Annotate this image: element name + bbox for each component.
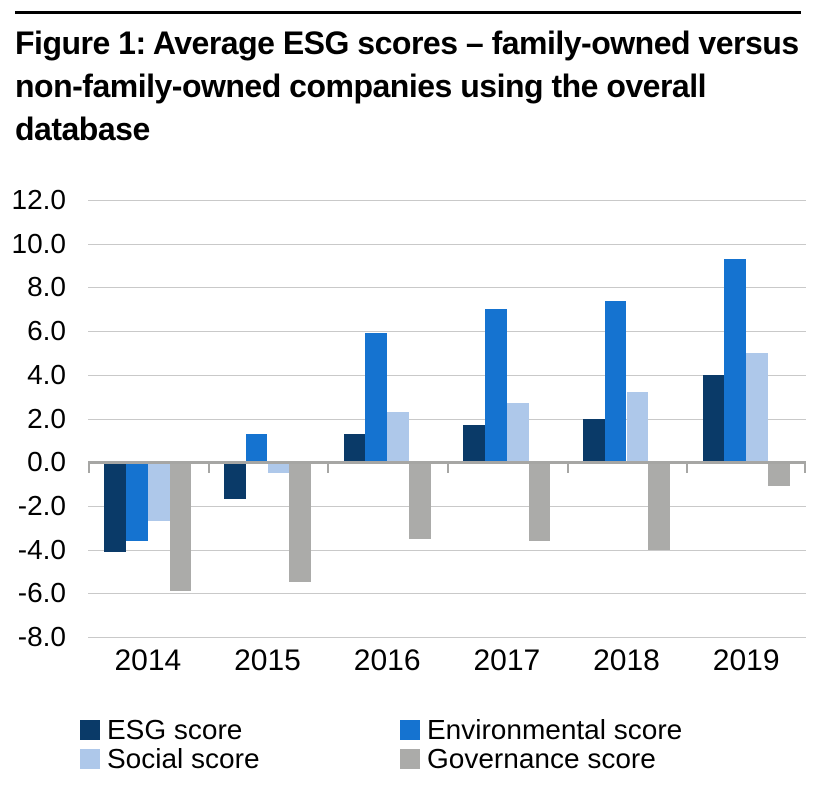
gridline--6 <box>88 593 806 595</box>
x-axis-label-2017: 2017 <box>473 644 541 677</box>
gridline--8 <box>88 637 806 638</box>
bar-governance-score-2014 <box>169 462 192 592</box>
legend-item-governance-score: Governance score <box>400 743 656 775</box>
gridline-2 <box>88 418 806 420</box>
y-axis-tick-label-6: 6.0 <box>27 315 66 347</box>
bar-esg-score-2017 <box>463 425 486 463</box>
x-axis-label-2015: 2015 <box>234 644 301 677</box>
y-axis-tick-label-10: 10.0 <box>11 227 67 259</box>
top-rule-divider <box>15 11 801 14</box>
x-axis-tick-0 <box>88 464 90 474</box>
bar-environmental-score-2019 <box>724 258 747 463</box>
y-axis-tick-label-8: 8.0 <box>27 271 66 303</box>
x-axis-label-2018: 2018 <box>593 644 660 677</box>
bar-governance-score-2019 <box>767 462 790 487</box>
bar-chart-plot-area: 2014 2015 2016 2017 2018 2019 <box>88 200 806 677</box>
gridline-8 <box>88 287 806 289</box>
bar-social-score-2014 <box>147 462 170 522</box>
bar-social-score-2016 <box>387 411 409 463</box>
bar-governance-score-2016 <box>408 462 431 539</box>
x-axis-tick-1 <box>207 464 210 474</box>
legend-label-environmental-score: Environmental score <box>427 714 683 745</box>
y-axis-tick-label-0: 0.0 <box>27 446 66 478</box>
gridline-4 <box>88 374 806 376</box>
bar-environmental-score-2015 <box>245 433 268 463</box>
bar-social-score-2018 <box>626 392 649 463</box>
x-axis-tick-6 <box>804 464 806 474</box>
gridline-12 <box>88 200 806 201</box>
gridline--2 <box>88 505 806 507</box>
bar-esg-score-2018 <box>583 418 605 463</box>
gridline-10 <box>88 243 806 245</box>
bar-social-score-2017 <box>506 403 529 463</box>
x-axis-label-2019: 2019 <box>712 644 780 677</box>
legend-item-social-score: Social score <box>80 743 260 775</box>
legend-swatch-environmental-score <box>400 720 420 740</box>
x-axis-tick-2 <box>327 464 330 474</box>
bar-social-score-2015 <box>267 462 290 474</box>
x-axis-label-2014: 2014 <box>114 644 182 677</box>
bar-governance-score-2017 <box>528 462 551 541</box>
gridline-6 <box>88 331 806 333</box>
legend-swatch-social-score <box>80 749 100 769</box>
bar-esg-score-2014 <box>104 462 127 552</box>
bar-governance-score-2015 <box>289 462 311 583</box>
bar-esg-score-2015 <box>224 462 246 500</box>
x-axis-tick-5 <box>686 464 689 474</box>
y-axis-tick-label-4: 4.0 <box>27 358 66 390</box>
legend-swatch-esg-score <box>80 720 100 740</box>
y-axis-tick-label--8: -8.0 <box>17 621 66 652</box>
gridline--4 <box>88 549 806 551</box>
x-axis-tick-4 <box>566 464 569 474</box>
y-axis-tick-label-12: 12.0 <box>11 184 67 215</box>
bar-environmental-score-2016 <box>365 333 388 463</box>
zero-axis-line <box>88 461 806 465</box>
legend-item-environmental-score: Environmental score <box>400 714 682 746</box>
y-axis-tick-label-2: 2.0 <box>27 402 66 434</box>
y-axis-tick-label--2: -2.0 <box>17 489 66 521</box>
x-axis-label-2016: 2016 <box>353 644 421 677</box>
legend-swatch-governance-score <box>400 749 420 769</box>
bar-esg-score-2016 <box>343 433 366 463</box>
legend-label-governance-score: Governance score <box>427 743 656 774</box>
legend-label-esg-score: ESG score <box>107 714 243 745</box>
legend-label-social-score: Social score <box>107 743 260 774</box>
figure-title: Figure 1: Average ESG scores – family-ow… <box>15 25 799 147</box>
bar-environmental-score-2018 <box>604 300 627 463</box>
bar-social-score-2019 <box>746 352 768 463</box>
y-axis-tick-label--6: -6.0 <box>17 577 66 609</box>
x-axis-tick-3 <box>447 464 449 474</box>
legend-item-esg-score: ESG score <box>80 714 242 746</box>
bar-environmental-score-2017 <box>485 309 507 463</box>
bar-environmental-score-2014 <box>126 462 148 541</box>
bar-governance-score-2018 <box>648 462 670 550</box>
y-axis-tick-label--4: -4.0 <box>17 533 66 565</box>
bar-esg-score-2019 <box>702 374 725 463</box>
